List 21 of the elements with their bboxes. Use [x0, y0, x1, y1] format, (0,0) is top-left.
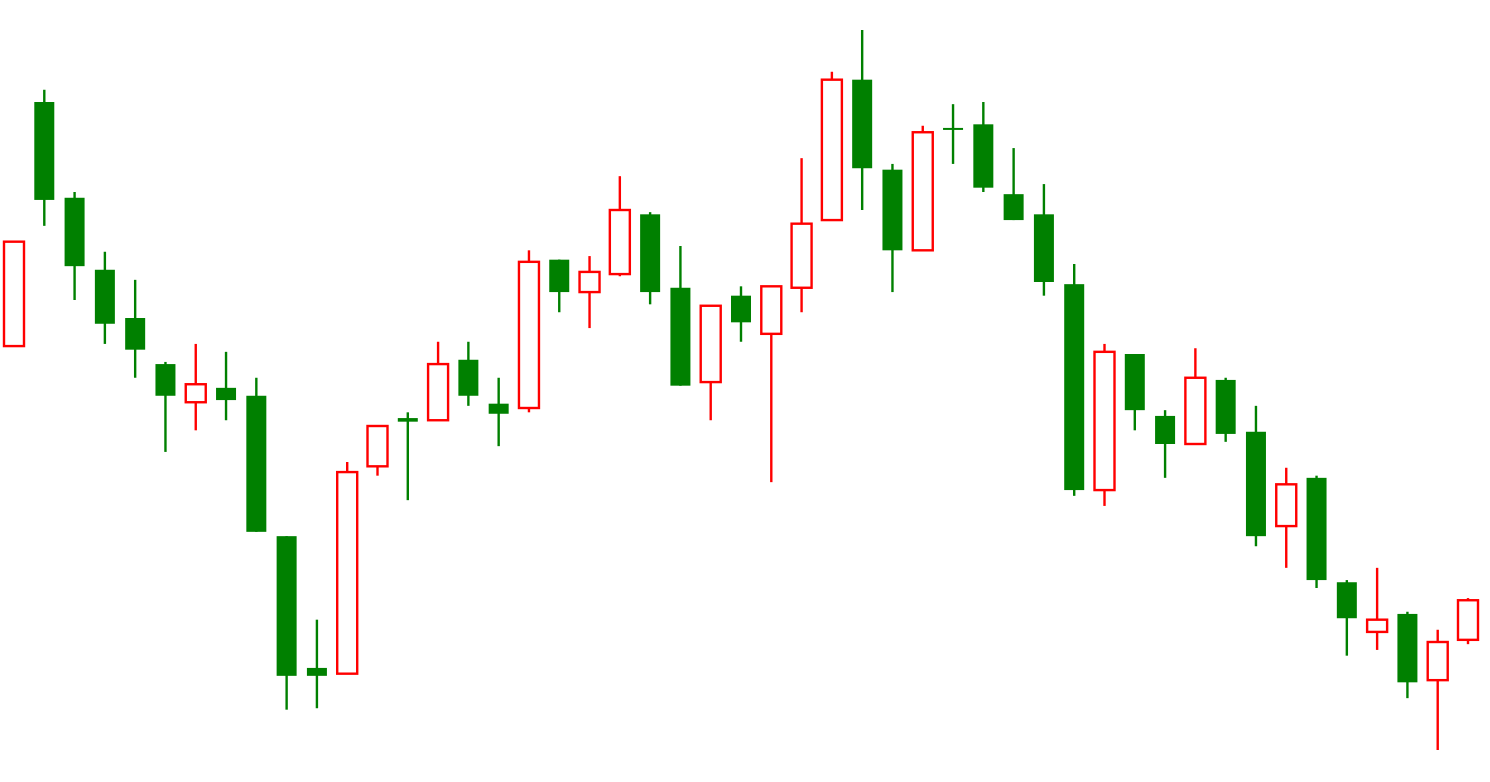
candlestick — [397, 411, 418, 502]
candlestick — [155, 360, 176, 454]
candlestick — [731, 285, 751, 343]
candlestick — [1365, 566, 1389, 652]
candlestick — [1155, 408, 1176, 480]
candlestick — [760, 285, 783, 484]
candlestick — [125, 278, 146, 379]
candlestick — [306, 618, 327, 710]
candlestick — [366, 424, 389, 477]
candlestick — [549, 258, 570, 314]
candlestick — [1426, 628, 1449, 752]
candlestick — [458, 340, 479, 408]
candlestick — [216, 350, 237, 422]
candlestick — [1336, 578, 1357, 657]
candlestick — [578, 254, 601, 330]
candlestick — [1456, 596, 1480, 646]
candlestick — [184, 342, 207, 432]
candlestick — [1275, 466, 1298, 570]
candlestick — [1003, 146, 1024, 222]
candlestick — [488, 376, 509, 448]
candlestick — [943, 102, 964, 166]
